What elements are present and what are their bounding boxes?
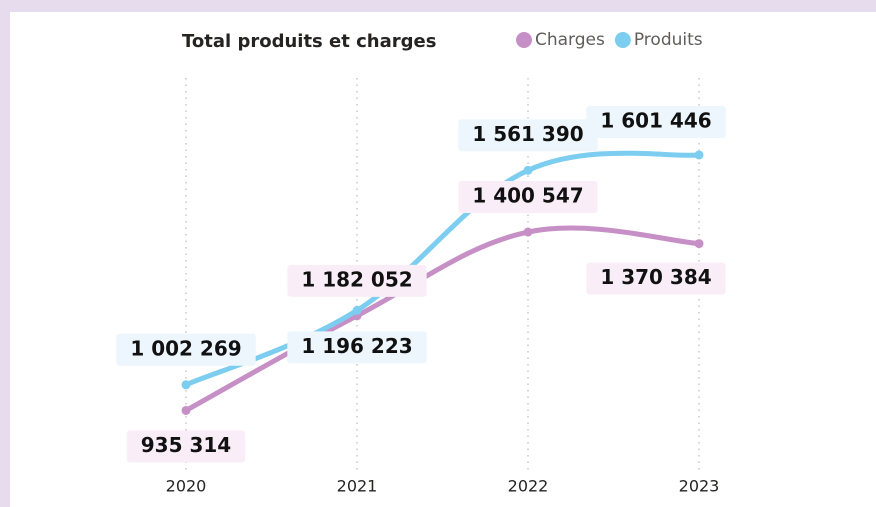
data-point — [523, 227, 533, 237]
x-tick-label: 2020 — [166, 477, 207, 496]
legend-marker — [614, 32, 631, 48]
series-line — [183, 150, 702, 388]
data-point — [694, 239, 704, 249]
data-label-bg — [287, 264, 427, 297]
x-tick-label: 2021 — [337, 477, 378, 496]
legend-marker — [516, 32, 532, 48]
data-point — [523, 165, 533, 175]
series-line — [183, 225, 702, 413]
data-point — [694, 150, 704, 160]
data-label: 1 400 547 — [472, 184, 583, 208]
x-tick-label: 2023 — [679, 477, 720, 496]
data-label: 1 601 446 — [600, 108, 711, 132]
data-label-bg — [458, 181, 598, 214]
legend-label: Charges — [535, 30, 605, 50]
chart-panel — [10, 12, 876, 507]
data-label-bg — [116, 333, 256, 366]
data-label: 1 561 390 — [472, 122, 583, 146]
data-label-bg — [586, 262, 726, 295]
x-tick-label: 2022 — [508, 477, 549, 496]
data-point — [352, 305, 362, 315]
data-label: 935 314 — [141, 433, 231, 457]
data-label: 1 370 384 — [600, 265, 711, 289]
data-label-bg — [458, 119, 598, 152]
data-label-bg — [586, 105, 726, 138]
chart-title: Total produits et charges — [182, 31, 436, 52]
data-label: 1 182 052 — [301, 267, 412, 291]
data-point — [181, 405, 191, 415]
legend-label: Produits — [634, 30, 703, 50]
data-label: 1 196 223 — [301, 334, 412, 358]
data-label-bg — [287, 331, 427, 364]
data-label: 1 002 269 — [130, 336, 241, 360]
data-point — [181, 380, 191, 390]
data-label-bg — [126, 430, 246, 463]
